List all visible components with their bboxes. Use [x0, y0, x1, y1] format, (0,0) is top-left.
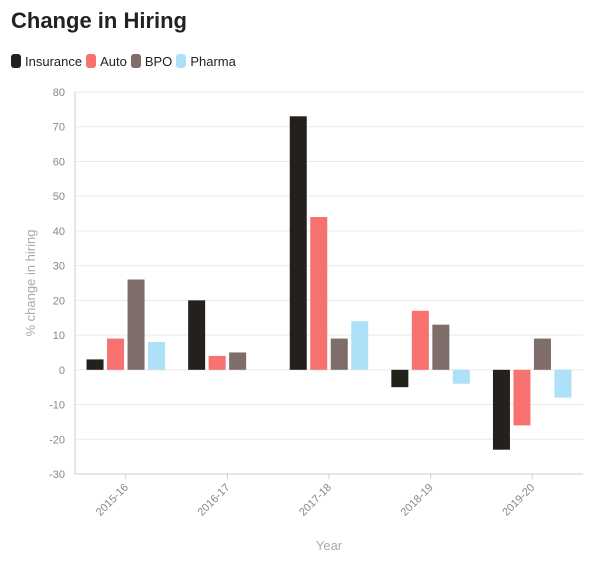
y-tick-label: 10 — [53, 330, 65, 342]
bar-insurance-2017-18 — [289, 116, 307, 370]
legend-swatch — [130, 54, 141, 68]
y-tick-label: 40 — [53, 226, 65, 238]
bar-pharma-2015-16 — [148, 342, 166, 370]
y-tick-label: 30 — [53, 261, 65, 273]
bar-auto-2016-17 — [208, 355, 226, 370]
legend-swatch — [86, 54, 97, 68]
bar-bpo-2017-18 — [330, 338, 348, 370]
y-tick-label: 70 — [53, 122, 65, 134]
bar-pharma-2017-18 — [351, 321, 369, 370]
legend-item-bpo[interactable]: BPO — [130, 53, 173, 69]
y-tick-label: 20 — [53, 295, 65, 307]
y-tick-label: 60 — [53, 156, 65, 168]
bar-insurance-2015-16 — [86, 359, 104, 370]
bar-insurance-2016-17 — [188, 300, 206, 370]
bar-bpo-2016-17 — [229, 352, 247, 370]
y-axis-title: % change in hiring — [23, 230, 38, 337]
bar-bpo-2018-19 — [432, 324, 450, 370]
legend-swatch — [176, 54, 187, 68]
chart-title: Change in Hiring — [11, 8, 187, 33]
bar-bpo-2019-20 — [533, 338, 551, 370]
chart-legend: Insurance Auto BPO Pharma — [11, 52, 240, 70]
bar-auto-2015-16 — [107, 338, 125, 370]
legend-item-auto[interactable]: Auto — [86, 54, 127, 69]
x-tick-label: 2019-20 — [500, 482, 537, 519]
bar-pharma-2018-19 — [452, 369, 470, 384]
x-tick-label: 2017-18 — [297, 482, 334, 519]
y-tick-label: -30 — [49, 469, 65, 481]
bar-auto-2017-18 — [310, 217, 328, 370]
x-tick-label: 2018-19 — [399, 482, 436, 519]
x-tick-label: 2016-17 — [195, 482, 232, 519]
legend-item-insurance[interactable]: Insurance — [11, 54, 82, 69]
y-tick-label: 0 — [59, 365, 65, 377]
y-tick-label: -10 — [49, 400, 65, 412]
y-tick-label: 80 — [53, 87, 65, 99]
x-axis-title: Year — [316, 538, 343, 553]
bar-auto-2018-19 — [411, 310, 429, 370]
bar-auto-2019-20 — [513, 369, 531, 426]
bar-insurance-2019-20 — [492, 369, 510, 450]
bar-bpo-2015-16 — [127, 279, 145, 370]
legend-item-pharma[interactable]: Pharma — [176, 54, 236, 69]
bar-insurance-2018-19 — [391, 369, 409, 388]
legend-swatch — [11, 54, 21, 68]
legend-label: BPO — [144, 53, 173, 69]
legend-label: Insurance — [25, 53, 83, 69]
legend-label: Pharma — [190, 53, 236, 69]
y-tick-label: 50 — [53, 191, 65, 203]
x-tick-label: 2015-16 — [94, 482, 131, 519]
bar-pharma-2019-20 — [554, 369, 572, 398]
y-tick-label: -20 — [49, 434, 65, 446]
legend-label: Auto — [100, 53, 127, 69]
